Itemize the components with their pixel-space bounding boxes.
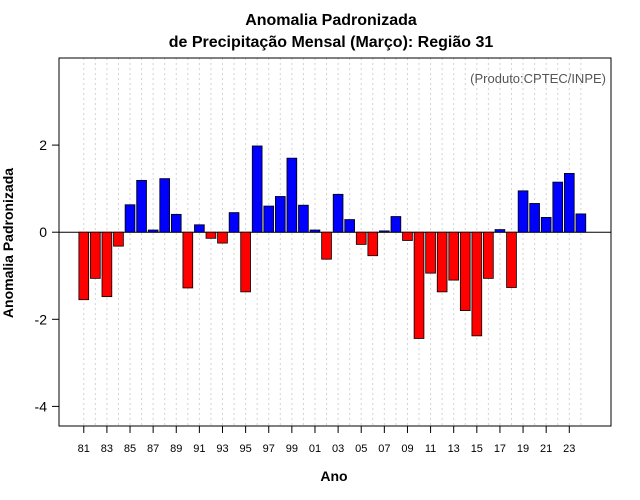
bar-19: [517, 190, 529, 233]
bar-88: [159, 178, 171, 233]
bar-85: [124, 204, 136, 233]
bar-22: [552, 181, 564, 233]
bar-08: [390, 216, 402, 233]
bar-97: [263, 205, 275, 233]
x-tick-label: 83: [101, 443, 113, 455]
bar-18: [506, 231, 517, 288]
bar-82: [90, 231, 101, 279]
y-tick-label: 0: [39, 224, 47, 240]
bar-96: [251, 145, 263, 233]
bar-94: [228, 212, 240, 233]
x-tick-label: 81: [78, 443, 90, 455]
x-tick-label: 01: [309, 443, 321, 455]
x-tick-label: 11: [425, 443, 436, 455]
bar-10: [413, 231, 425, 339]
bar-16: [483, 231, 494, 279]
bar-11: [425, 231, 436, 274]
bar-05: [355, 231, 367, 245]
bar-09: [402, 231, 413, 241]
chart-subtitle: de Precipitação Mensal (Março): Região 3…: [169, 34, 494, 51]
x-tick-label: 13: [448, 443, 460, 455]
x-tick-label: 91: [193, 443, 205, 455]
bar-02: [321, 231, 332, 260]
bar-07: [379, 230, 390, 233]
bar-06: [367, 231, 379, 257]
bar-15: [471, 231, 483, 337]
bar-87: [147, 229, 159, 233]
x-tick-label: 87: [147, 443, 159, 455]
x-axis-title: Ano: [320, 468, 347, 484]
bar-14: [459, 231, 471, 311]
bar-98: [274, 196, 286, 233]
bar-24: [575, 213, 587, 233]
y-axis: -4 -2 0 2: [35, 137, 59, 414]
bar-20: [529, 203, 540, 233]
bar-99: [286, 157, 298, 233]
bar-03: [332, 193, 344, 233]
bar-92: [205, 231, 217, 239]
x-tick-label: 85: [124, 443, 136, 455]
bar-90: [182, 231, 194, 289]
bar-86: [136, 179, 147, 233]
bar-13: [448, 231, 459, 281]
plot-frame: [58, 57, 612, 427]
y-tick-label: -4: [35, 398, 48, 414]
y-axis-title: Anomalia Padronizada: [0, 168, 16, 318]
bar-89: [170, 213, 182, 233]
chart-title: Anomalia Padronizada: [245, 12, 417, 29]
x-tick-label: 95: [239, 443, 251, 455]
bar-00: [298, 204, 309, 233]
x-axis: 81 83 85 87 89 91 93 95 97 99 01 03 05 07 09 11 13 15 17 19…: [78, 426, 575, 455]
grid-lines: [83, 58, 582, 426]
bar-84: [113, 231, 124, 247]
x-tick-label: 09: [401, 443, 413, 455]
x-tick-label: 15: [471, 443, 483, 455]
bar-01: [309, 229, 321, 233]
x-tick-label: 89: [170, 443, 182, 455]
x-tick-label: 07: [378, 443, 390, 455]
bar-21: [540, 216, 552, 233]
bars: [78, 145, 587, 339]
bar-93: [217, 231, 228, 244]
bar-17: [494, 229, 506, 233]
y-tick-label: -2: [35, 311, 48, 327]
bar-23: [564, 173, 575, 233]
bar-12: [436, 231, 448, 293]
x-tick-label: 03: [332, 443, 344, 455]
x-tick-label: 19: [517, 443, 529, 455]
y-tick-label: 2: [39, 137, 47, 153]
bar-91: [194, 224, 205, 233]
x-tick-label: 21: [540, 443, 552, 455]
bar-04: [344, 219, 355, 233]
x-tick-label: 99: [286, 443, 298, 455]
x-tick-label: 05: [355, 443, 367, 455]
bar-95: [240, 231, 251, 293]
credit-annotation: (Produto:CPTEC/INPE): [470, 71, 606, 86]
bar-81: [78, 231, 90, 301]
x-tick-label: 93: [216, 443, 228, 455]
x-tick-label: 17: [494, 443, 506, 455]
x-tick-label: 23: [563, 443, 575, 455]
bar-83: [101, 231, 113, 298]
x-tick-label: 97: [263, 443, 275, 455]
